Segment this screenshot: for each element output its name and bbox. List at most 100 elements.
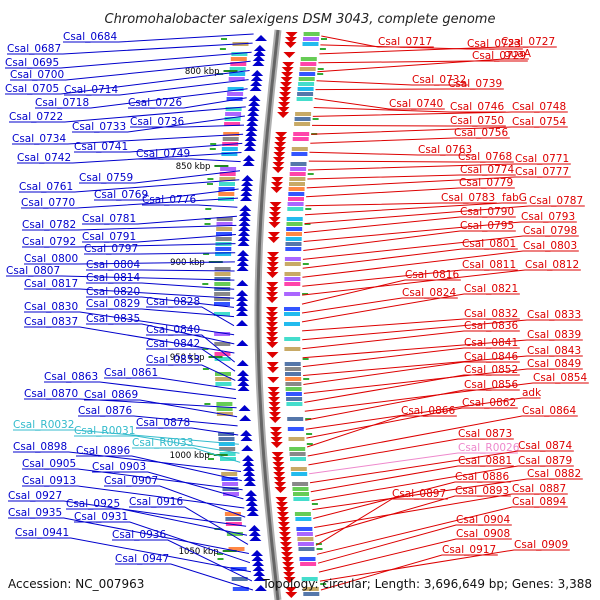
right-gene-label: Csal_0879 bbox=[518, 455, 572, 467]
left-feature-block bbox=[225, 107, 242, 111]
left-feature-block bbox=[214, 277, 231, 281]
left-feature-block bbox=[221, 472, 238, 476]
right-labels: Csal_0717 Csal_0723Csal_0727Csal_0729guaA… bbox=[301, 35, 589, 591]
right-feature-block bbox=[299, 557, 316, 561]
right-gene-label: Csal_0854 bbox=[533, 372, 587, 384]
left-leader-line bbox=[78, 415, 238, 427]
right-gene-label: Csal_0795 bbox=[460, 220, 514, 232]
left-leader-line bbox=[44, 381, 237, 400]
kbp-tick-label: 850 kbp bbox=[176, 162, 211, 172]
left-gene-label: Csal_0870 bbox=[24, 388, 78, 400]
right-gene-label: Csal_0727 bbox=[501, 36, 555, 48]
left-rna-mark bbox=[217, 553, 223, 555]
left-leader-line bbox=[5, 51, 252, 69]
left-rna-mark bbox=[202, 348, 209, 350]
left-feature-block bbox=[228, 77, 245, 81]
left-feature-block bbox=[214, 267, 231, 271]
left-rna-mark bbox=[221, 38, 227, 40]
left-gene-arrow bbox=[243, 470, 256, 476]
left-feature-block bbox=[218, 442, 235, 446]
right-gene-label: adk bbox=[522, 387, 542, 399]
left-gene-arrow bbox=[252, 565, 265, 571]
left-leader-line bbox=[17, 152, 242, 164]
left-leader-line bbox=[86, 323, 235, 345]
left-leader-line bbox=[74, 435, 240, 454]
right-rna-mark bbox=[302, 263, 309, 265]
left-feature-block bbox=[216, 407, 233, 411]
left-leader-line bbox=[8, 500, 247, 527]
left-feature-block bbox=[227, 92, 244, 96]
right-leader-line bbox=[308, 438, 514, 466]
right-feature-block bbox=[291, 147, 308, 151]
left-gene-arrow bbox=[240, 190, 253, 196]
left-gene-label: Csal_0733 bbox=[72, 121, 126, 133]
right-feature-block bbox=[286, 217, 303, 221]
right-feature-block bbox=[296, 97, 313, 101]
left-leader-line bbox=[82, 234, 236, 243]
left-gene-arrow bbox=[242, 155, 255, 161]
right-leader-line bbox=[310, 137, 510, 144]
left-gene-arrow bbox=[242, 455, 254, 461]
left-gene-arrow bbox=[243, 145, 256, 151]
left-gene-label: Csal_0913 bbox=[22, 475, 76, 487]
right-gene-arrow bbox=[266, 327, 279, 333]
right-gene-arrow bbox=[282, 62, 295, 68]
right-gene-label: Csal_0803 bbox=[523, 240, 577, 252]
right-gene-arrow bbox=[275, 497, 288, 503]
right-gene-label: Csal_0754 bbox=[512, 116, 566, 128]
left-gene-label: Csal_0776 bbox=[142, 194, 196, 206]
kbp-tick-label: 800 kbp bbox=[185, 67, 220, 77]
left-gene-label: Csal_0714 bbox=[64, 84, 118, 96]
left-feature-block bbox=[223, 132, 240, 136]
left-gene-arrow bbox=[238, 220, 251, 226]
right-gene-arrow bbox=[279, 92, 292, 98]
left-feature-block bbox=[218, 192, 235, 196]
right-gene-label: Csal_0846 bbox=[464, 351, 518, 363]
left-gene-arrow bbox=[246, 505, 259, 511]
right-feature-block bbox=[298, 82, 315, 86]
right-gene-arrow bbox=[266, 362, 279, 368]
left-gene-label: Csal_0761 bbox=[19, 181, 73, 193]
right-gene-arrow bbox=[271, 177, 284, 183]
left-feature-block bbox=[228, 547, 245, 551]
map-title: Chromohalobacter salexigens DSM 3043, co… bbox=[105, 12, 496, 27]
right-feature-block bbox=[297, 92, 314, 96]
right-leader-line bbox=[304, 374, 520, 403]
right-gene-label: Csal_0897 bbox=[392, 488, 446, 500]
right-gene-arrow bbox=[272, 167, 285, 173]
left-feature-block bbox=[214, 272, 231, 276]
left-gene-arrow bbox=[236, 290, 249, 296]
right-leader-line bbox=[303, 230, 516, 251]
right-leader-line bbox=[317, 524, 512, 564]
right-gene-label: Csal_0917 bbox=[442, 544, 496, 556]
right-rna-mark bbox=[317, 73, 324, 75]
left-feature-block bbox=[221, 477, 238, 481]
right-leader-line bbox=[301, 297, 458, 314]
left-leader-line bbox=[64, 79, 249, 96]
right-rna-mark bbox=[307, 173, 314, 175]
left-gene-arrow bbox=[242, 160, 255, 166]
left-leader-line bbox=[94, 188, 239, 201]
right-gene-label: Csal_0873 bbox=[458, 428, 512, 440]
left-feature-block bbox=[224, 512, 241, 516]
left-leader-line bbox=[5, 70, 250, 95]
right-feature-block bbox=[284, 347, 301, 351]
left-gene-label: Csal_0905 bbox=[22, 458, 76, 470]
right-feature-block bbox=[289, 182, 305, 186]
left-feature-block bbox=[220, 167, 237, 171]
left-feature-block bbox=[222, 137, 239, 141]
left-gene-arrow bbox=[240, 185, 253, 191]
right-gene-arrow bbox=[266, 337, 279, 343]
left-leader-line bbox=[7, 42, 253, 55]
right-gene-label: Csal_0824 bbox=[402, 287, 456, 299]
left-leader-line bbox=[74, 521, 251, 564]
left-gene-arrow bbox=[240, 435, 253, 441]
left-leader-line bbox=[86, 269, 235, 272]
genome-axis bbox=[254, 29, 282, 600]
left-gene-label: Csal_0769 bbox=[94, 189, 148, 201]
left-feature-block bbox=[216, 227, 233, 231]
right-feature-block bbox=[289, 177, 306, 181]
kbp-tick-label: 950 kbp bbox=[170, 353, 205, 363]
right-gene-arrow bbox=[274, 487, 287, 493]
